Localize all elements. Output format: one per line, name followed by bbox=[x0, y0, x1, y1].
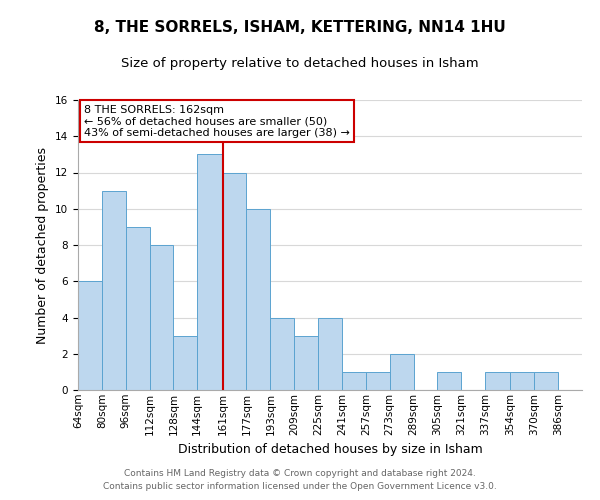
Bar bbox=[173, 336, 197, 390]
Bar bbox=[102, 190, 126, 390]
Text: Size of property relative to detached houses in Isham: Size of property relative to detached ho… bbox=[121, 58, 479, 70]
Bar bbox=[485, 372, 511, 390]
Bar bbox=[271, 318, 294, 390]
X-axis label: Distribution of detached houses by size in Isham: Distribution of detached houses by size … bbox=[178, 443, 482, 456]
Bar bbox=[149, 245, 173, 390]
Text: 8 THE SORRELS: 162sqm
← 56% of detached houses are smaller (50)
43% of semi-deta: 8 THE SORRELS: 162sqm ← 56% of detached … bbox=[84, 104, 350, 138]
Bar bbox=[294, 336, 318, 390]
Bar bbox=[342, 372, 366, 390]
Bar bbox=[223, 172, 247, 390]
Text: Contains HM Land Registry data © Crown copyright and database right 2024.: Contains HM Land Registry data © Crown c… bbox=[124, 468, 476, 477]
Bar bbox=[366, 372, 389, 390]
Bar bbox=[126, 227, 149, 390]
Text: 8, THE SORRELS, ISHAM, KETTERING, NN14 1HU: 8, THE SORRELS, ISHAM, KETTERING, NN14 1… bbox=[94, 20, 506, 35]
Bar bbox=[78, 281, 102, 390]
Y-axis label: Number of detached properties: Number of detached properties bbox=[37, 146, 49, 344]
Bar bbox=[197, 154, 223, 390]
Bar bbox=[318, 318, 342, 390]
Bar bbox=[534, 372, 558, 390]
Bar bbox=[389, 354, 413, 390]
Bar bbox=[511, 372, 534, 390]
Bar bbox=[247, 209, 271, 390]
Bar bbox=[437, 372, 461, 390]
Text: Contains public sector information licensed under the Open Government Licence v3: Contains public sector information licen… bbox=[103, 482, 497, 491]
